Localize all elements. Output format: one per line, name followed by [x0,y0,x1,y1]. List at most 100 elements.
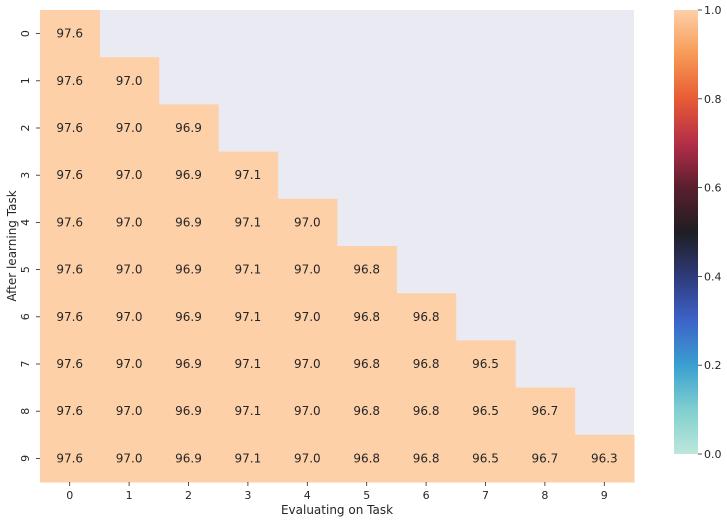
heatmap-cells [40,10,635,483]
x-tick-label: 0 [66,489,73,502]
cell-value-label: 97.0 [294,310,321,324]
cell-value-label: 97.6 [56,404,83,418]
heatmap-cell [99,434,160,483]
cell-value-label: 96.9 [175,310,202,324]
heatmap-cell [218,151,279,200]
cell-value-label: 97.0 [116,74,143,88]
x-tick-label: 6 [423,489,430,502]
colorbar [674,10,698,454]
heatmap-cell [277,198,338,247]
y-tick-label: 3 [19,172,32,179]
cell-value-label: 96.9 [175,121,202,135]
heatmap-cell [40,340,100,389]
heatmap-cell [455,434,516,483]
cell-value-label: 97.0 [116,168,143,182]
heatmap-cell [158,340,219,389]
heatmap-cell [158,151,219,200]
heatmap-cell [40,57,100,105]
y-axis-ticks: 0 1 2 3 4 5 6 7 8 9 [19,30,40,462]
heatmap-cell [158,434,219,483]
x-axis-ticks: 0 1 2 3 4 5 6 7 8 9 [66,482,608,502]
cell-value-label: 96.8 [413,404,440,418]
y-tick-label: 6 [19,313,32,320]
heatmap-cell [99,57,160,105]
heatmap-cell [218,387,279,436]
heatmap-cell [515,387,576,436]
cell-value-label: 97.6 [56,310,83,324]
y-tick-label: 7 [19,361,32,368]
colorbar-tick-label: 0.6 [704,182,722,195]
heatmap-cell [158,198,219,247]
cell-value-label: 97.0 [116,310,143,324]
cell-value-label: 96.8 [353,310,380,324]
cell-value-label: 97.6 [56,168,83,182]
cell-value-label: 96.5 [472,357,499,371]
heatmap-cell [218,246,279,294]
cell-value-label: 97.1 [235,357,262,371]
heatmap-cell [99,340,160,389]
heatmap-cell [40,10,100,58]
cell-value-label: 96.3 [591,451,618,465]
heatmap-cell [277,293,338,341]
cell-value-label: 97.6 [56,357,83,371]
cell-value-label: 96.9 [175,263,202,277]
heatmap-cell [158,293,219,341]
cell-value-label: 96.8 [413,357,440,371]
colorbar-tick-label: 0.4 [704,270,722,283]
cell-value-label: 96.9 [175,451,202,465]
cell-value-label: 96.8 [413,451,440,465]
colorbar-tick-label: 0.2 [704,359,722,372]
heatmap-cell [40,293,100,341]
heatmap-cell [396,434,457,483]
x-tick-label: 7 [482,489,489,502]
x-tick-label: 8 [541,489,548,502]
cell-value-label: 96.8 [353,263,380,277]
cell-value-label: 96.8 [353,404,380,418]
heatmap-cell [455,340,516,389]
cell-value-label: 97.6 [56,27,83,41]
cell-value-label: 97.0 [116,451,143,465]
y-tick-label: 9 [19,455,32,462]
cell-value-label: 96.7 [532,404,559,418]
heatmap-cell [277,246,338,294]
heatmap-cell [396,340,457,389]
heatmap-cell [99,104,160,153]
heatmap-cell [99,246,160,294]
heatmap-cell [40,246,100,294]
heatmap-cell [574,434,635,483]
heatmap-cell [277,387,338,436]
y-axis-label: After learning Task [5,190,19,301]
cell-value-label: 96.8 [413,310,440,324]
cell-value-label: 97.1 [235,451,262,465]
colorbar-tick-label: 0.8 [704,93,722,106]
cell-value-label: 97.6 [56,451,83,465]
cell-value-label: 97.6 [56,121,83,135]
heatmap-cell [277,340,338,389]
cell-value-label: 96.7 [532,451,559,465]
y-tick-label: 5 [19,266,32,273]
heatmap-cell [99,151,160,200]
cell-value-label: 97.6 [56,74,83,88]
heatmap-cell [515,434,576,483]
heatmap-cell [40,434,100,483]
cell-value-label: 96.9 [175,404,202,418]
cell-value-labels: 97.6 97.6 97.0 97.6 97.0 96.9 97.6 97.0 96.9 97.1… [56,27,617,466]
x-tick-label: 4 [304,489,311,502]
heatmap-cell [158,387,219,436]
cell-value-label: 96.8 [353,451,380,465]
x-tick-label: 5 [363,489,370,502]
heatmap-cell [337,246,397,294]
cell-value-label: 97.1 [235,263,262,277]
cell-value-label: 97.1 [235,215,262,229]
y-tick-label: 0 [19,30,32,37]
heatmap-cell [40,151,100,200]
y-tick-label: 2 [19,125,32,132]
cell-value-label: 97.6 [56,263,83,277]
cell-value-label: 97.1 [235,404,262,418]
cell-value-label: 97.0 [294,451,321,465]
x-axis-label: Evaluating on Task [281,503,393,517]
heatmap-cell [337,387,397,436]
cell-value-label: 96.8 [353,357,380,371]
